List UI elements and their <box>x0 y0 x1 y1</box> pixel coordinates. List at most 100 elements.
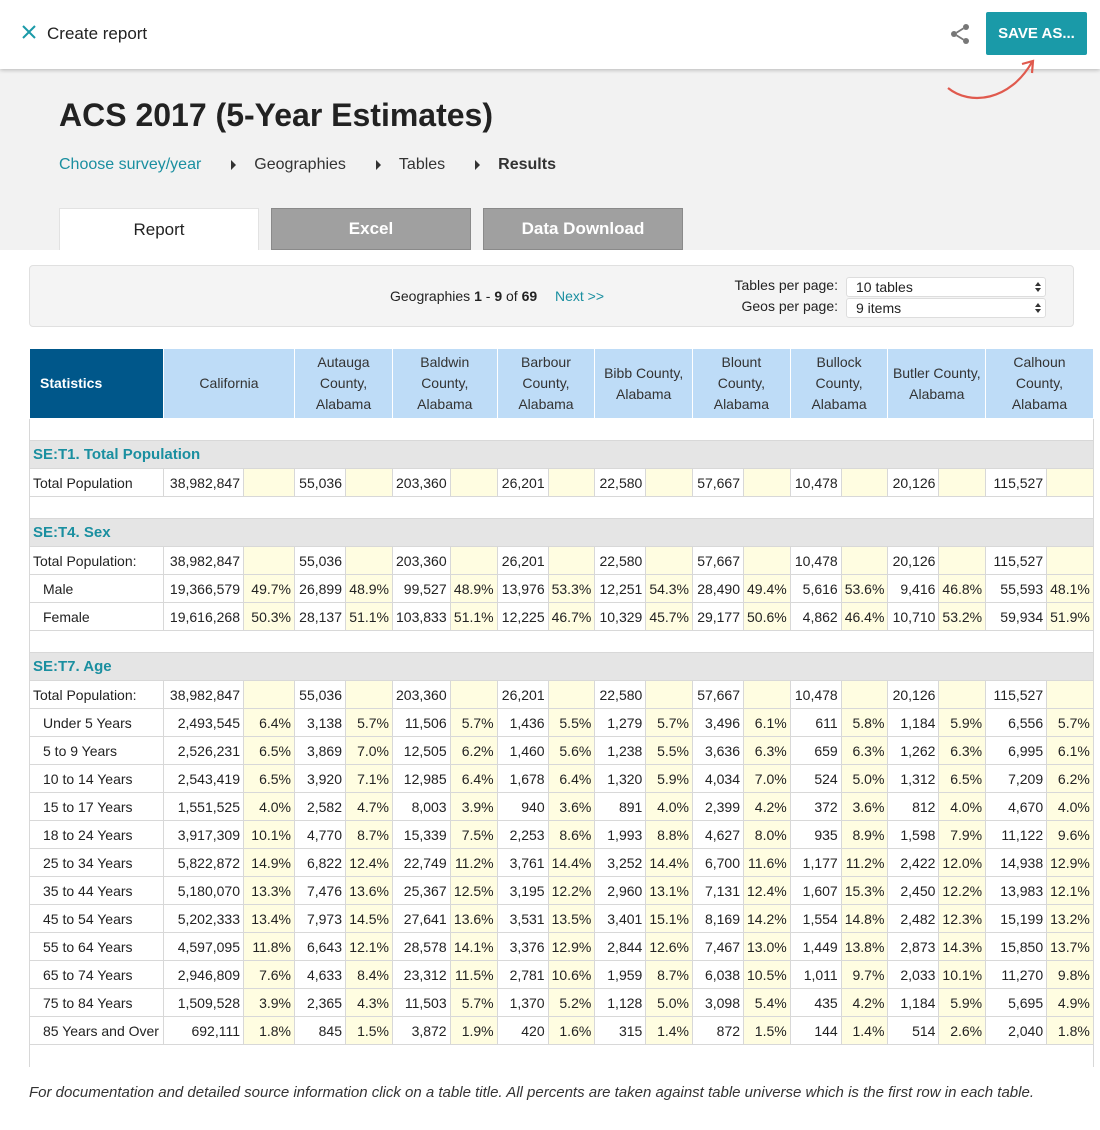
close-icon[interactable] <box>19 22 39 42</box>
percent-cell: 5.9% <box>645 764 694 793</box>
report-header: ACS 2017 (5-Year Estimates) Choose surve… <box>0 69 1100 250</box>
percent-cell: 7.0% <box>345 736 393 765</box>
value-cell: 1,177 <box>789 848 842 877</box>
statistics-header: Statistics <box>29 348 164 419</box>
value-cell: 4,862 <box>789 602 842 631</box>
percent-cell: 12.2% <box>547 876 596 905</box>
percent-cell <box>743 468 791 497</box>
table-row: 55 to 64 Years 4,597,095 11.8% 6,643 12.1% 28… <box>29 932 1094 961</box>
percent-cell: 6.4% <box>243 708 295 737</box>
section-title-link[interactable]: SE:T1. Total Population <box>29 440 1094 469</box>
value-cell: 4,627 <box>692 820 745 849</box>
breadcrumb-separator-icon <box>375 160 381 170</box>
select-arrows-icon <box>1035 282 1041 292</box>
value-cell: 10,710 <box>887 602 940 631</box>
value-cell: 203,360 <box>392 546 451 575</box>
value-cell: 11,122 <box>985 820 1048 849</box>
value-cell: 9,416 <box>887 574 940 603</box>
value-cell: 99,527 <box>392 574 451 603</box>
value-cell: 10,478 <box>789 468 842 497</box>
geos-per-page-select[interactable]: 9 items <box>846 298 1046 318</box>
percent-cell: 12.1% <box>1046 876 1094 905</box>
value-cell: 935 <box>789 820 842 849</box>
tab-report[interactable]: Report <box>59 208 259 250</box>
percent-cell: 14.1% <box>449 932 498 961</box>
output-tabs: Report Excel Data Download <box>59 208 695 250</box>
percent-cell: 54.3% <box>645 574 694 603</box>
next-page-link[interactable]: Next >> <box>555 288 605 304</box>
percent-cell: 6.1% <box>743 708 791 737</box>
section-title-link[interactable]: SE:T4. Sex <box>29 518 1094 547</box>
percent-cell: 10.6% <box>547 960 596 989</box>
tables-per-page-select[interactable]: 10 tables <box>846 277 1046 297</box>
percent-cell: 46.4% <box>840 602 889 631</box>
tab-data-download[interactable]: Data Download <box>483 208 683 250</box>
value-cell: 57,667 <box>692 680 745 709</box>
percent-cell: 11.5% <box>449 960 498 989</box>
breadcrumb: Choose survey/year Geographies Tables Re… <box>59 156 556 174</box>
percent-cell: 49.7% <box>243 574 295 603</box>
percent-cell: 6.1% <box>1046 736 1094 765</box>
column-header: Autauga County, Alabama <box>294 348 393 419</box>
section-row: SE:T1. Total Population <box>29 440 1094 469</box>
percent-cell: 14.5% <box>345 904 393 933</box>
percent-cell: 7.0% <box>743 764 791 793</box>
value-cell: 27,641 <box>392 904 451 933</box>
share-icon[interactable] <box>948 22 972 46</box>
percent-cell <box>449 680 498 709</box>
table-row: 35 to 44 Years 5,180,070 13.3% 7,476 13.6% 25… <box>29 876 1094 905</box>
percent-cell: 48.9% <box>449 574 498 603</box>
table-row: 85 Years and Over 692,111 1.8% 845 1.5% 3,872… <box>29 1016 1094 1045</box>
value-cell: 2,873 <box>887 932 940 961</box>
value-cell: 435 <box>789 988 842 1017</box>
value-cell: 2,450 <box>887 876 940 905</box>
value-cell: 2,253 <box>496 820 549 849</box>
percent-cell: 13.5% <box>547 904 596 933</box>
value-cell: 1,370 <box>496 988 549 1017</box>
value-cell: 5,180,070 <box>163 876 244 905</box>
percent-cell: 6.5% <box>938 764 987 793</box>
value-cell: 3,252 <box>594 848 647 877</box>
value-cell: 25,367 <box>392 876 451 905</box>
percent-cell: 49.4% <box>743 574 791 603</box>
value-cell: 6,556 <box>985 708 1048 737</box>
value-cell: 8,003 <box>392 792 451 821</box>
percent-cell: 1.8% <box>1046 1016 1094 1045</box>
spacer-row <box>29 1044 1094 1067</box>
value-cell: 611 <box>789 708 842 737</box>
percent-cell: 1.6% <box>547 1016 596 1045</box>
geography-range: Geographies 1 - 9 of 69 <box>390 288 538 304</box>
save-as-button[interactable]: SAVE AS... <box>986 12 1087 55</box>
value-cell: 6,700 <box>692 848 745 877</box>
percent-cell: 3.9% <box>449 792 498 821</box>
percent-cell <box>345 546 393 575</box>
value-cell: 13,983 <box>985 876 1048 905</box>
value-cell: 20,126 <box>887 468 940 497</box>
value-cell: 11,503 <box>392 988 451 1017</box>
value-cell: 38,982,847 <box>163 468 244 497</box>
section-title-link[interactable]: SE:T7. Age <box>29 652 1094 681</box>
percent-cell <box>345 680 393 709</box>
row-label: 65 to 74 Years <box>29 960 164 989</box>
value-cell: 15,339 <box>392 820 451 849</box>
value-cell: 14,938 <box>985 848 1048 877</box>
percent-cell: 46.8% <box>938 574 987 603</box>
percent-cell: 13.0% <box>743 932 791 961</box>
tab-excel[interactable]: Excel <box>271 208 471 250</box>
breadcrumb-results: Results <box>498 156 556 173</box>
percent-cell: 10.1% <box>243 820 295 849</box>
percent-cell: 5.6% <box>547 736 596 765</box>
row-label: Male <box>29 574 164 603</box>
value-cell: 1,598 <box>887 820 940 849</box>
annotation-arrow-icon <box>947 59 1035 100</box>
value-cell: 55,593 <box>985 574 1048 603</box>
value-cell: 57,667 <box>692 468 745 497</box>
percent-cell: 8.7% <box>345 820 393 849</box>
percent-cell: 6.3% <box>840 736 889 765</box>
percent-cell: 6.2% <box>1046 764 1094 793</box>
breadcrumb-geographies: Geographies <box>254 156 346 173</box>
breadcrumb-choose-survey[interactable]: Choose survey/year <box>59 156 202 173</box>
percent-cell: 13.7% <box>1046 932 1094 961</box>
geos-per-page-label: Geos per page: <box>741 298 838 314</box>
percent-cell: 46.7% <box>547 602 596 631</box>
